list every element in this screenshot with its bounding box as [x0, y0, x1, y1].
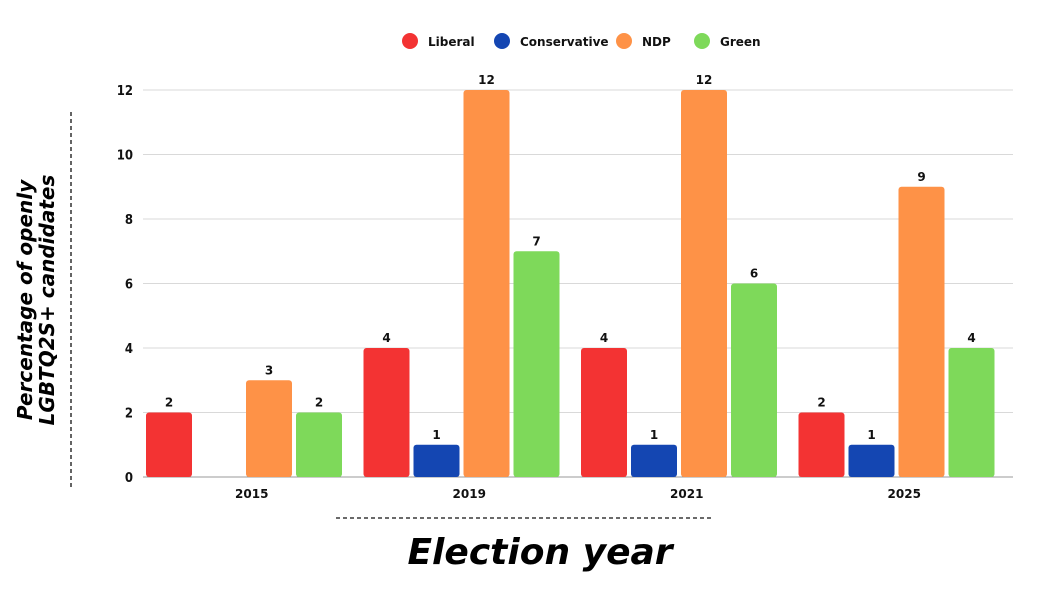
y-tick-label: 0: [125, 471, 133, 486]
bar-ndp-2025: [898, 186, 945, 477]
x-axis-title: Election year: [407, 532, 674, 573]
x-tick-label: 2025: [888, 487, 921, 501]
data-label: 2: [817, 396, 825, 410]
x-tick-label: 2019: [453, 487, 486, 501]
y-axis-ticks: 0 2 4 6 8 10 12: [117, 84, 133, 486]
data-label: 2: [165, 396, 173, 410]
y-tick-label: 2: [125, 407, 133, 422]
legend-marker-green: [694, 33, 710, 49]
x-axis-ticks: 2015 2019 2021 2025: [235, 487, 921, 501]
y-tick-label: 6: [125, 278, 133, 293]
data-label: 12: [696, 73, 713, 87]
data-label: 1: [867, 428, 875, 442]
data-label: 6: [750, 267, 758, 281]
data-label: 2: [315, 396, 323, 410]
legend-label-liberal: Liberal: [428, 35, 475, 49]
bar-ndp-2019: [463, 90, 510, 477]
bar-conservative-2025: [848, 444, 895, 477]
y-tick-label: 12: [117, 84, 133, 99]
data-labels: 2 3 2 4 1 12 7 4 1 12 6 2 1 9 4: [165, 73, 976, 442]
legend-label-conservative: Conservative: [520, 35, 609, 49]
y-tick-label: 8: [125, 213, 133, 228]
y-axis-title-line1: Percentage of openly: [13, 179, 37, 420]
data-label: 12: [478, 73, 495, 87]
bar-green-2019: [513, 251, 560, 477]
bar-green-2015: [296, 412, 342, 477]
legend: Liberal Conservative NDP Green: [402, 33, 761, 49]
legend-marker-liberal: [402, 33, 418, 49]
legend-marker-ndp: [616, 33, 632, 49]
bar-ndp-2021: [681, 90, 727, 477]
bar-liberal-2025: [798, 412, 845, 477]
data-label: 1: [432, 428, 440, 442]
bar-ndp-2015: [246, 380, 292, 477]
bar-conservative-2019: [413, 444, 460, 477]
y-tick-label: 4: [125, 342, 133, 357]
x-tick-label: 2021: [670, 487, 703, 501]
bar-liberal-2021: [581, 348, 627, 477]
data-label: 1: [650, 428, 658, 442]
y-tick-label: 10: [117, 149, 133, 164]
bar-green-2021: [731, 283, 777, 477]
bar-liberal-2019: [363, 348, 410, 477]
legend-label-ndp: NDP: [642, 35, 671, 49]
bar-green-2025: [948, 348, 995, 477]
bar-conservative-2021: [631, 444, 677, 477]
legend-label-green: Green: [720, 35, 761, 49]
data-label: 4: [967, 331, 975, 345]
bar-liberal-2015: [146, 412, 192, 477]
x-tick-label: 2015: [235, 487, 268, 501]
data-label: 7: [532, 234, 540, 248]
data-label: 4: [382, 331, 390, 345]
data-label: 9: [917, 170, 925, 184]
data-label: 4: [600, 331, 608, 345]
bars: [146, 90, 995, 477]
y-axis-title-line2: LGBTQ2S+ candidates: [35, 175, 59, 426]
legend-marker-conservative: [494, 33, 510, 49]
data-label: 3: [265, 363, 273, 377]
